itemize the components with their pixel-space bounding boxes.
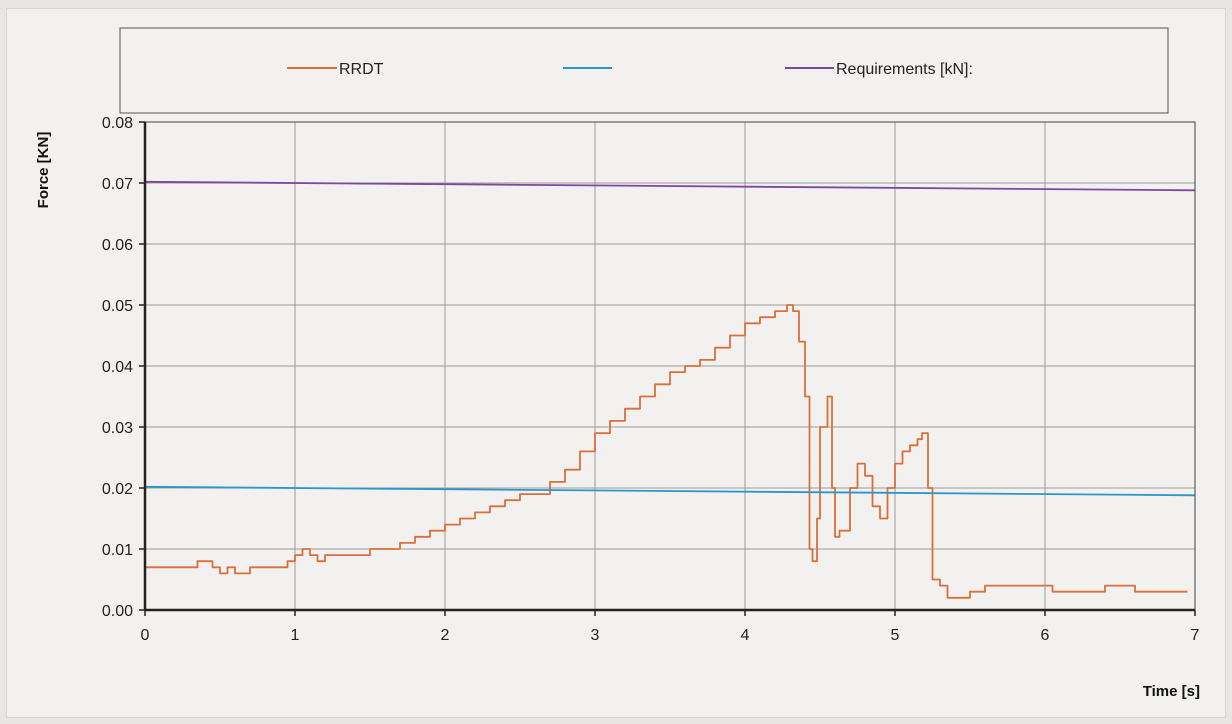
x-axis-title: Time [s] — [1143, 683, 1200, 700]
legend-label-requirements: Requirements [kN]: — [836, 61, 973, 78]
y-axis-title: Force [KN] — [35, 132, 52, 209]
legend-label-rrdt: RRDT — [339, 61, 384, 78]
y-tick-label: 0.01 — [102, 542, 133, 559]
x-tick-label: 7 — [1191, 627, 1200, 644]
y-tick-label: 0.07 — [102, 176, 133, 193]
legend-item-requirements: Requirements [kN]: — [785, 61, 973, 78]
y-tick-label: 0.06 — [102, 237, 133, 254]
series-line-requirements — [144, 180, 1196, 192]
gridlines — [145, 121, 1196, 610]
legend-item-rrdt: RRDT — [287, 61, 384, 78]
y-tick-label: 0.08 — [102, 115, 133, 132]
series-group — [144, 180, 1196, 599]
y-tick-label: 0.00 — [102, 603, 133, 620]
legend-box — [119, 27, 1169, 114]
x-tick-label: 5 — [891, 627, 900, 644]
x-tick-label: 4 — [741, 627, 750, 644]
y-tick-label: 0.05 — [102, 298, 133, 315]
axes — [139, 121, 1196, 616]
y-tick-label: 0.03 — [102, 420, 133, 437]
y-tick-label: 0.02 — [102, 481, 133, 498]
series-line-blue — [144, 485, 1196, 497]
x-tick-label: 0 — [141, 627, 150, 644]
tick-labels: 0 1 2 3 4 5 6 7 0.00 0.01 0.02 0.03 0.04 0.05 0.06 0.07… — [102, 115, 1200, 644]
y-tick-label: 0.04 — [102, 359, 133, 376]
x-tick-label: 2 — [441, 627, 450, 644]
x-tick-label: 6 — [1041, 627, 1050, 644]
chart-frame — [6, 8, 1226, 718]
series-line-rrdt — [145, 304, 1188, 599]
x-tick-label: 3 — [591, 627, 600, 644]
x-tick-label: 1 — [291, 627, 300, 644]
